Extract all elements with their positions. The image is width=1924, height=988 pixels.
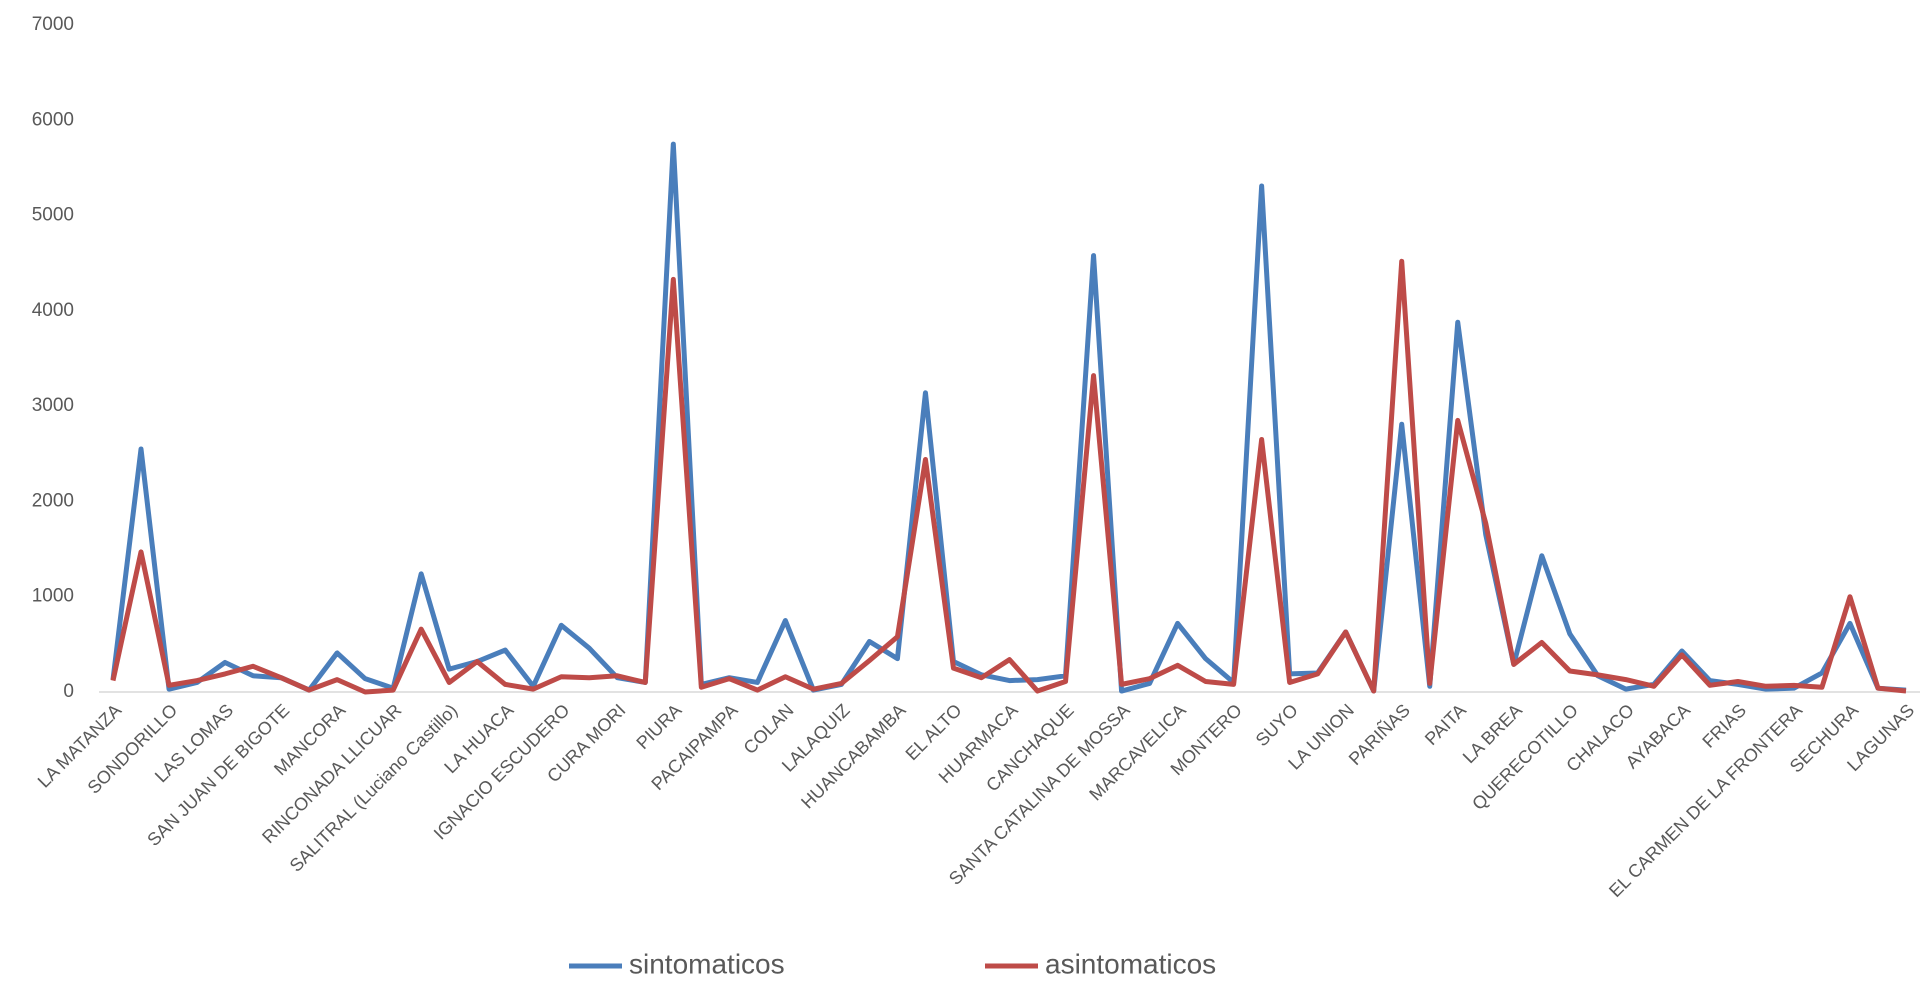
y-tick-label: 3000 xyxy=(32,395,74,416)
x-tick-label: PIURA xyxy=(632,700,685,753)
y-tick-label: 0 xyxy=(63,681,74,702)
y-tick-label: 7000 xyxy=(32,14,74,35)
x-tick-label: PAITA xyxy=(1421,700,1470,749)
x-tick-label: QUERECOTILLO xyxy=(1468,700,1582,814)
y-tick-label: 1000 xyxy=(32,586,74,607)
series-line xyxy=(110,258,1907,695)
x-tick-label: HUANCABAMBA xyxy=(797,700,909,812)
x-tick-label: MARCAVELICA xyxy=(1085,700,1189,804)
x-tick-label: PARIÑAS xyxy=(1344,699,1414,769)
legend-label: asintomaticos xyxy=(1045,948,1216,979)
series-line xyxy=(110,141,1907,694)
x-tick-label: FRIAS xyxy=(1698,700,1750,752)
y-tick-label: 5000 xyxy=(32,205,74,226)
x-tick-label: SUYO xyxy=(1252,700,1302,750)
legend-label: sintomaticos xyxy=(629,948,785,979)
y-tick-label: 4000 xyxy=(32,300,74,321)
y-tick-label: 2000 xyxy=(32,490,74,511)
y-tick-label: 6000 xyxy=(32,109,74,130)
